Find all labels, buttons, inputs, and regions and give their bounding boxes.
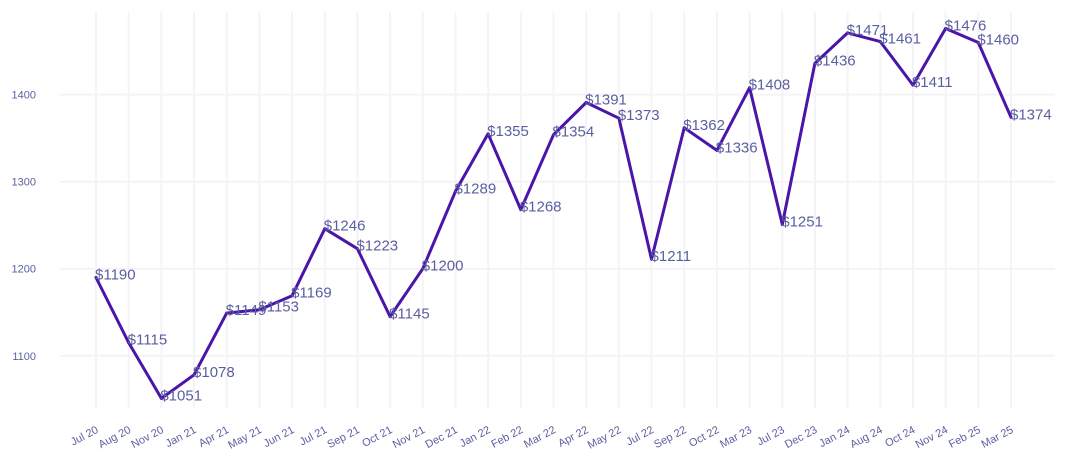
data-label: $1145 (389, 306, 430, 323)
data-label-layer: $1190 $1115 $1051 $1078 $1149$1153$1169 $1246… (95, 18, 1052, 405)
x-tick-label: Nov 21 (391, 424, 427, 451)
data-point (813, 61, 817, 65)
x-tick-label: Feb 22 (489, 424, 525, 451)
data-point (911, 83, 915, 87)
data-point (192, 373, 196, 377)
data-label: $1391 (585, 92, 627, 109)
x-tick-label: Dec 23 (783, 424, 819, 451)
data-point (453, 189, 457, 193)
x-tick-label: Jul 20 (69, 424, 101, 448)
data-label: $1211 (651, 248, 692, 265)
data-label: $1169 (291, 285, 332, 302)
data-label: $1078 (193, 364, 235, 381)
data-point (421, 267, 425, 271)
data-label: $1336 (716, 139, 758, 156)
x-tick-label: Mar 22 (522, 424, 558, 451)
data-point (159, 396, 163, 400)
data-point (584, 101, 588, 105)
x-tick-label: Oct 22 (687, 424, 721, 450)
x-tick-label: Jul 22 (624, 424, 656, 448)
data-point (976, 40, 980, 44)
y-tick-label: 1300 (12, 177, 36, 189)
data-label: $1408 (749, 77, 791, 94)
data-label: $1149 (226, 302, 267, 319)
x-tick-label: Jan 24 (817, 424, 852, 450)
x-tick-label: Dec 21 (423, 424, 459, 451)
x-tick-label: Oct 21 (360, 424, 394, 450)
data-point (682, 126, 686, 130)
data-label: $1461 (879, 31, 921, 48)
data-label: $1268 (520, 199, 562, 216)
data-label: $1153 (258, 299, 299, 316)
data-label: $1190 (95, 266, 136, 283)
data-point (388, 315, 392, 319)
x-tick-label: Aug 24 (848, 424, 884, 451)
data-point (846, 31, 850, 35)
x-tick-label: Oct 24 (883, 424, 917, 450)
x-tick-label: May 22 (586, 424, 623, 452)
x-tick-label: Sep 22 (652, 424, 688, 451)
y-tick-label: 1400 (12, 90, 36, 102)
x-tick-label: Jun 21 (262, 424, 297, 450)
x-tick-label: Aug 20 (97, 424, 133, 451)
data-point (486, 132, 490, 136)
data-point (878, 40, 882, 44)
data-point (94, 275, 98, 279)
x-tick-label: May 21 (226, 424, 263, 452)
x-tick-label: Jan 22 (458, 424, 493, 450)
x-tick-label: Mar 23 (718, 424, 754, 451)
x-tick-label: Jul 23 (755, 424, 787, 448)
data-point (290, 294, 294, 298)
x-tick-label: Nov 24 (914, 424, 950, 451)
x-tick-label: Nov 20 (129, 424, 165, 451)
data-label: $1411 (912, 74, 953, 91)
data-label: $1051 (160, 387, 202, 404)
data-label: $1355 (487, 123, 529, 140)
data-point (748, 86, 752, 90)
data-point (323, 227, 327, 231)
data-label: $1476 (945, 18, 987, 35)
data-label: $1460 (977, 31, 1019, 48)
data-point (1009, 115, 1013, 119)
x-tick-label: Apr 21 (197, 424, 231, 450)
data-label: $1374 (1010, 106, 1052, 123)
y-tick-label: 1200 (12, 264, 36, 276)
data-point (225, 311, 229, 315)
y-tick-label: 1100 (12, 351, 36, 363)
data-label: $1251 (781, 213, 823, 230)
x-tick-label: Feb 25 (947, 424, 983, 451)
data-label: $1289 (454, 180, 496, 197)
data-point (715, 148, 719, 152)
data-label: $1373 (618, 107, 660, 124)
data-label: $1471 (847, 22, 889, 39)
data-label: $1362 (683, 117, 725, 134)
data-label: $1115 (128, 332, 168, 349)
data-point (355, 247, 359, 251)
data-label: $1246 (324, 218, 366, 235)
data-label: $1354 (553, 124, 595, 141)
data-label: $1223 (356, 238, 398, 255)
x-tick-label: Mar 25 (980, 424, 1016, 451)
x-tick-label: Jan 21 (164, 424, 199, 450)
x-tick-label: Sep 21 (325, 424, 361, 451)
data-point (552, 133, 555, 137)
x-tick-label: Apr 22 (556, 424, 590, 450)
x-tick-label: Jul 21 (298, 424, 330, 448)
data-point (617, 116, 621, 120)
data-point (780, 222, 784, 226)
data-point (650, 257, 654, 261)
data-label: $1200 (422, 258, 464, 275)
y-axis-ticks: 1100 1200 1300 1400 (12, 90, 36, 363)
data-label: $1436 (814, 52, 856, 69)
data-point (257, 308, 261, 312)
data-point (519, 208, 523, 212)
data-point (944, 27, 948, 31)
series-layer (94, 27, 1013, 400)
data-point (127, 341, 131, 345)
